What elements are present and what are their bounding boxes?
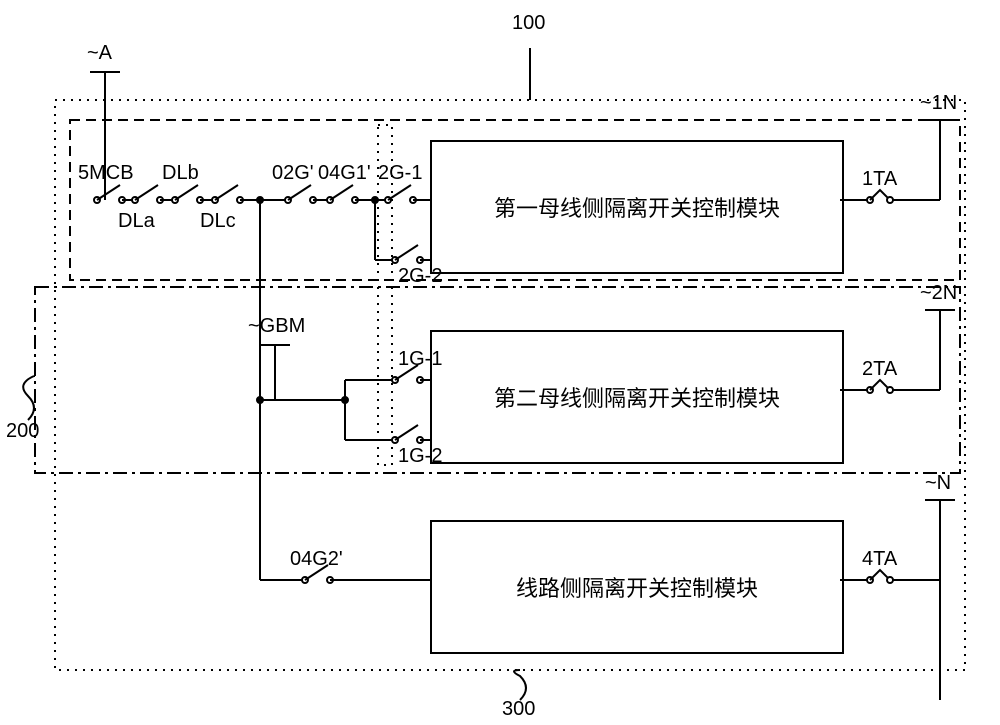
box-dashdot <box>35 287 960 473</box>
label-04G1: 04G1' <box>318 162 371 185</box>
ref-300: 300 <box>502 698 535 721</box>
label-1N: ~1N <box>920 92 957 115</box>
label-2N: ~2N <box>920 282 957 305</box>
label-5MCB: 5MCB <box>78 162 134 185</box>
ref-200-curl <box>23 376 34 420</box>
label-4TA: 4TA <box>862 548 897 571</box>
ref-300-curl <box>514 670 526 700</box>
contact-2TA <box>840 380 940 393</box>
label-DLc: DLc <box>200 210 236 233</box>
ref-200: 200 <box>6 420 39 443</box>
label-DLa: DLa <box>118 210 155 233</box>
ref-100: 100 <box>512 12 545 35</box>
label-2G1: 2G-1 <box>378 162 422 185</box>
label-N: ~N <box>925 472 951 495</box>
contact-4TA <box>840 570 940 583</box>
label-GBM: ~GBM <box>248 315 305 338</box>
label-2G2: 2G-2 <box>398 265 442 288</box>
label-A: ~A <box>87 42 112 65</box>
label-DLb: DLb <box>162 162 199 185</box>
switch-2G-2 <box>375 245 430 263</box>
label-1G1: 1G-1 <box>398 348 442 371</box>
label-1G2: 1G-2 <box>398 445 442 468</box>
diagram-svg <box>0 0 1000 725</box>
label-02G: 02G' <box>272 162 314 185</box>
label-2TA: 2TA <box>862 358 897 381</box>
label-04G2: 04G2' <box>290 548 343 571</box>
label-1TA: 1TA <box>862 168 897 191</box>
switch-1G-2 <box>392 425 430 443</box>
switch-row <box>97 185 430 203</box>
box-dotted <box>55 100 965 670</box>
contact-1TA <box>840 190 940 203</box>
